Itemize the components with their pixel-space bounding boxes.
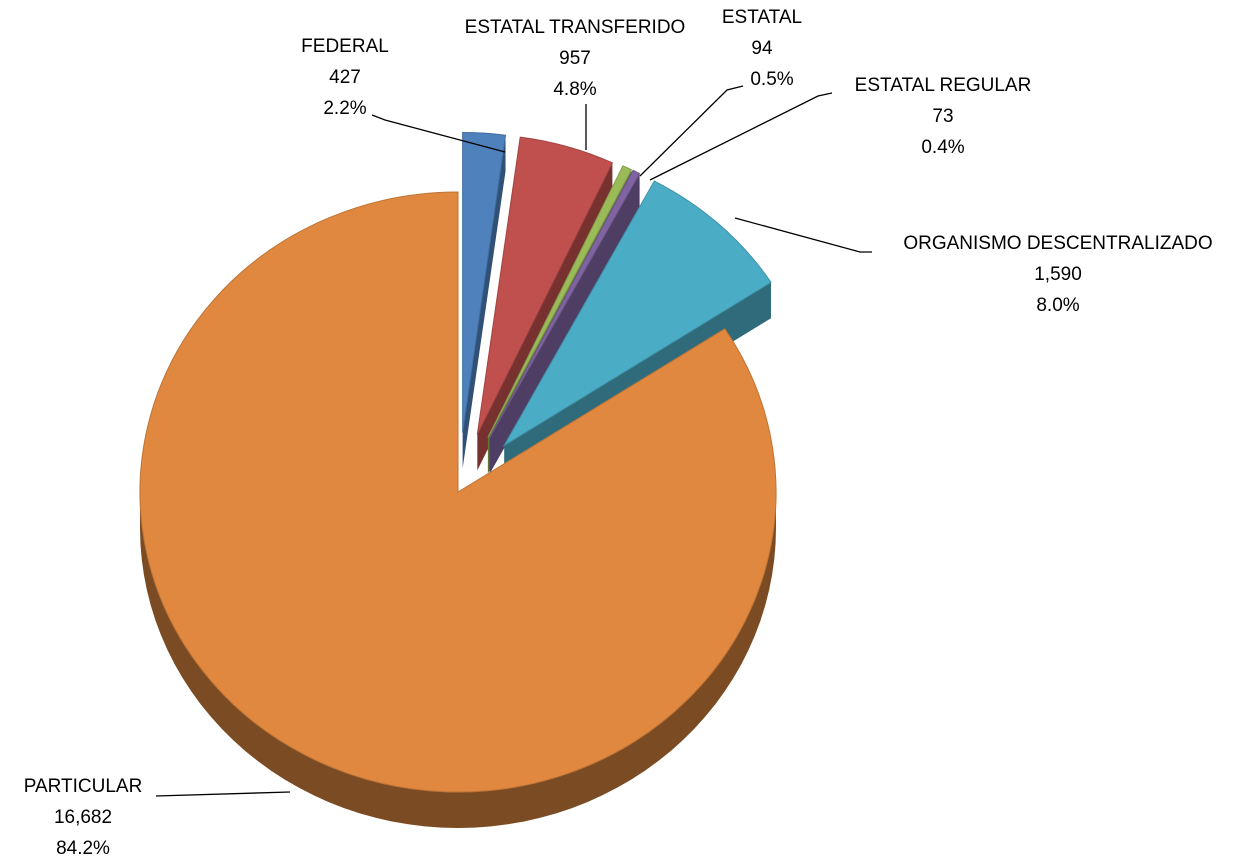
value-label: 73 — [932, 106, 953, 127]
category-label: ESTATAL REGULAR — [855, 75, 1032, 96]
percent-label: 0.4% — [921, 137, 964, 158]
value-label: 957 — [559, 48, 591, 69]
leader-line — [639, 85, 744, 177]
leader-line — [649, 92, 833, 181]
slice — [487, 165, 633, 438]
category-label: FEDERAL — [301, 36, 389, 57]
value-label: 16,682 — [54, 807, 112, 828]
percent-label: 4.8% — [553, 79, 596, 100]
percent-label: 0.5% — [750, 69, 793, 90]
pie — [139, 132, 777, 828]
category-label: ORGANISMO DESCENTRALIZADO — [903, 233, 1212, 254]
slice-face — [462, 135, 506, 469]
percent-label: 8.0% — [1036, 295, 1079, 316]
leader-line — [371, 114, 506, 153]
percent-label: 84.2% — [56, 838, 110, 859]
slice — [139, 191, 777, 793]
slice — [476, 136, 614, 435]
value-label: 1,590 — [1034, 264, 1082, 285]
value-label: 427 — [329, 67, 361, 88]
slice-face — [489, 173, 640, 475]
data-labels: FEDERAL 427 2.2% ESTATAL TRANSFERIDO 957 4.8%… — [24, 7, 1213, 859]
leader-line — [734, 217, 872, 253]
category-label: PARTICULAR — [24, 776, 143, 797]
category-label: ESTATAL — [722, 7, 802, 28]
category-label: ESTATAL TRANSFERIDO — [465, 17, 686, 38]
slice — [502, 180, 772, 447]
slice — [489, 169, 641, 439]
value-label: 94 — [751, 38, 773, 59]
percent-label: 2.2% — [323, 98, 366, 119]
leader-lines — [155, 85, 872, 797]
leader-line — [155, 791, 291, 797]
slice — [462, 132, 507, 433]
